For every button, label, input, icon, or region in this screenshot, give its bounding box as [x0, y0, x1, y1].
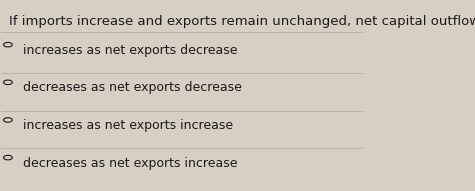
- Text: increases as net exports increase: increases as net exports increase: [23, 119, 233, 132]
- Text: increases as net exports decrease: increases as net exports decrease: [23, 44, 238, 57]
- Text: If imports increase and exports remain unchanged, net capital outflow: If imports increase and exports remain u…: [9, 15, 475, 28]
- Text: decreases as net exports decrease: decreases as net exports decrease: [23, 82, 242, 95]
- Text: decreases as net exports increase: decreases as net exports increase: [23, 157, 238, 170]
